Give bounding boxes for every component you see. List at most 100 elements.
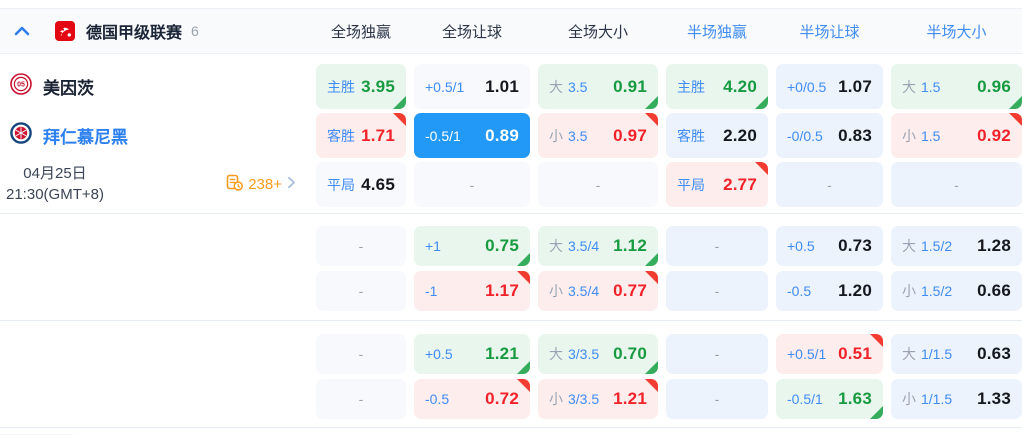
odds-cell[interactable]: 大 1/1.5 0.63 xyxy=(891,334,1022,374)
empty-odds-dash: - xyxy=(358,238,364,254)
divider xyxy=(0,213,1022,214)
odds-value: 0.83 xyxy=(838,125,872,145)
odds-group-alt-2: - +0.5 1.21 大 3/3.5 0.70 - +0.5/1 0.51 大 1/1.5 0.63… xyxy=(0,334,1022,419)
away-team-name: 拜仁慕尼黑 xyxy=(43,128,128,147)
league-title: 德国甲级联赛 xyxy=(86,25,183,42)
odds-value: 0.75 xyxy=(485,236,519,255)
odds-label: 大 1.5 xyxy=(902,78,941,95)
more-markets-button[interactable]: 238+ xyxy=(226,174,296,196)
odds-cell-empty: - xyxy=(316,379,406,419)
home-team-row[interactable]: 05 美因茨 xyxy=(0,64,308,109)
odds-cell[interactable]: 主胜 3.95 xyxy=(316,64,406,109)
odds-cell[interactable]: -0.5 1.20 xyxy=(776,271,883,311)
odds-cell-empty: - xyxy=(666,334,768,374)
odds-value: 2.77 xyxy=(723,174,757,194)
league-match-count: 6 xyxy=(191,23,199,39)
bundesliga-logo-icon xyxy=(55,21,75,41)
league-header-left: 德国甲级联赛 6 xyxy=(0,19,308,43)
odds-cell[interactable]: +1 0.75 xyxy=(414,226,530,266)
odds-cell[interactable]: -0.5 0.72 xyxy=(414,379,530,419)
home-team-logo: 05 xyxy=(10,73,32,100)
odds-cell[interactable]: -0.5/1 0.89 xyxy=(414,113,530,158)
odds-cell[interactable]: 平局 2.77 xyxy=(666,162,768,207)
odds-cell[interactable]: 小 3.5 0.97 xyxy=(538,113,658,158)
odds-cell-empty: - xyxy=(666,226,768,266)
markets-count: 238+ xyxy=(248,176,282,193)
odds-cell[interactable]: 平局 4.65 xyxy=(316,162,406,207)
odds-label: 客胜 xyxy=(677,127,705,144)
odds-label: 主胜 xyxy=(327,78,355,95)
odds-label: 平局 xyxy=(327,176,355,193)
odds-cell[interactable]: -0/0.5 0.83 xyxy=(776,113,883,158)
odds-cell[interactable]: 客胜 1.71 xyxy=(316,113,406,158)
odds-value: 1.21 xyxy=(485,344,519,363)
odds-value: 1.63 xyxy=(838,389,872,408)
odds-label: -0.5/1 xyxy=(787,391,823,407)
odds-label: +1 xyxy=(425,238,441,254)
match-datetime: 04月25日 21:30(GMT+8) xyxy=(6,164,104,205)
odds-cell[interactable]: 大 1.5/2 1.28 xyxy=(891,226,1022,266)
odds-cell[interactable]: 大 1.5 0.96 xyxy=(891,64,1022,109)
column-header-half-handicap: 半场让球 xyxy=(799,23,860,41)
odds-cell[interactable]: 小 1/1.5 1.33 xyxy=(891,379,1022,419)
odds-cell[interactable]: +0.5 1.21 xyxy=(414,334,530,374)
odds-cell[interactable]: 小 3/3.5 1.21 xyxy=(538,379,658,419)
empty-odds-dash: - xyxy=(714,346,720,362)
odds-cell-empty: - xyxy=(316,226,406,266)
odds-label: -0.5/1 xyxy=(425,127,461,144)
odds-cell-empty: - xyxy=(538,162,658,207)
odds-value: 0.66 xyxy=(977,281,1011,300)
odds-label: 大 3/3.5 xyxy=(549,346,600,362)
odds-cell[interactable]: 小 1.5 0.92 xyxy=(891,113,1022,158)
odds-label: +0.5/1 xyxy=(787,346,827,362)
odds-cell[interactable]: +0.5 0.73 xyxy=(776,226,883,266)
odds-cell-empty: - xyxy=(891,162,1022,207)
odds-cell[interactable]: 大 3.5/4 1.12 xyxy=(538,226,658,266)
away-team-row[interactable]: 拜仁慕尼黑 xyxy=(0,113,308,158)
odds-value: 1.01 xyxy=(485,76,519,96)
odds-cell[interactable]: 小 3.5/4 0.77 xyxy=(538,271,658,311)
odds-cell[interactable]: +0.5/1 1.01 xyxy=(414,64,530,109)
odds-label: 大 1.5/2 xyxy=(902,238,953,254)
match-time: 21:30(GMT+8) xyxy=(6,185,104,203)
odds-cell[interactable]: 客胜 2.20 xyxy=(666,113,768,158)
svg-text:05: 05 xyxy=(17,82,25,89)
odds-cell[interactable]: 小 1.5/2 0.66 xyxy=(891,271,1022,311)
odds-cell[interactable]: 大 3/3.5 0.70 xyxy=(538,334,658,374)
odds-label: -0.5 xyxy=(787,283,812,299)
match-info-spacer xyxy=(0,334,308,419)
odds-value: 4.65 xyxy=(361,174,395,194)
odds-cell[interactable]: +0.5/1 0.51 xyxy=(776,334,883,374)
column-header-full-handicap: 全场让球 xyxy=(441,23,502,41)
odds-cell[interactable]: 主胜 4.20 xyxy=(666,64,768,109)
odds-value: 3.95 xyxy=(361,76,395,96)
column-header-half-1x2: 半场独赢 xyxy=(686,23,747,41)
odds-value: 0.51 xyxy=(838,344,872,363)
odds-cell[interactable]: -0.5/1 1.63 xyxy=(776,379,883,419)
odds-value: 1.20 xyxy=(838,281,872,300)
odds-label: 大 3.5/4 xyxy=(549,238,600,254)
away-team-logo xyxy=(10,122,32,149)
odds-label: 小 1.5/2 xyxy=(902,283,953,299)
odds-value: 0.77 xyxy=(613,281,647,300)
odds-label: 小 3.5 xyxy=(549,127,588,144)
odds-cell[interactable]: -1 1.17 xyxy=(414,271,530,311)
odds-label: 小 3/3.5 xyxy=(549,391,600,407)
odds-label: -1 xyxy=(425,283,438,299)
odds-value: 1.33 xyxy=(977,389,1011,408)
chevron-up-icon[interactable] xyxy=(14,26,30,36)
odds-group-main: 05 美因茨 拜仁慕尼黑 04月25日 21:30(GMT+8) xyxy=(0,64,1022,207)
odds-cell-empty: - xyxy=(776,162,883,207)
odds-cell[interactable]: +0/0.5 1.07 xyxy=(776,64,883,109)
odds-cell[interactable]: 大 3.5 0.91 xyxy=(538,64,658,109)
odds-cell-empty: - xyxy=(316,334,406,374)
empty-odds-dash: - xyxy=(954,176,959,193)
odds-group-alt-1: - +1 0.75 大 3.5/4 1.12 - +0.5 0.73 大 1.5/2 1.28 - -1 1… xyxy=(0,226,1022,311)
odds-cell-empty: - xyxy=(316,271,406,311)
odds-value: 1.07 xyxy=(838,76,872,96)
odds-label: 大 3.5 xyxy=(549,78,588,95)
odds-value: 1.21 xyxy=(613,389,647,408)
odds-value: 4.20 xyxy=(723,76,757,96)
odds-value: 0.73 xyxy=(838,236,872,255)
column-header-half-overunder: 半场大小 xyxy=(926,23,987,41)
